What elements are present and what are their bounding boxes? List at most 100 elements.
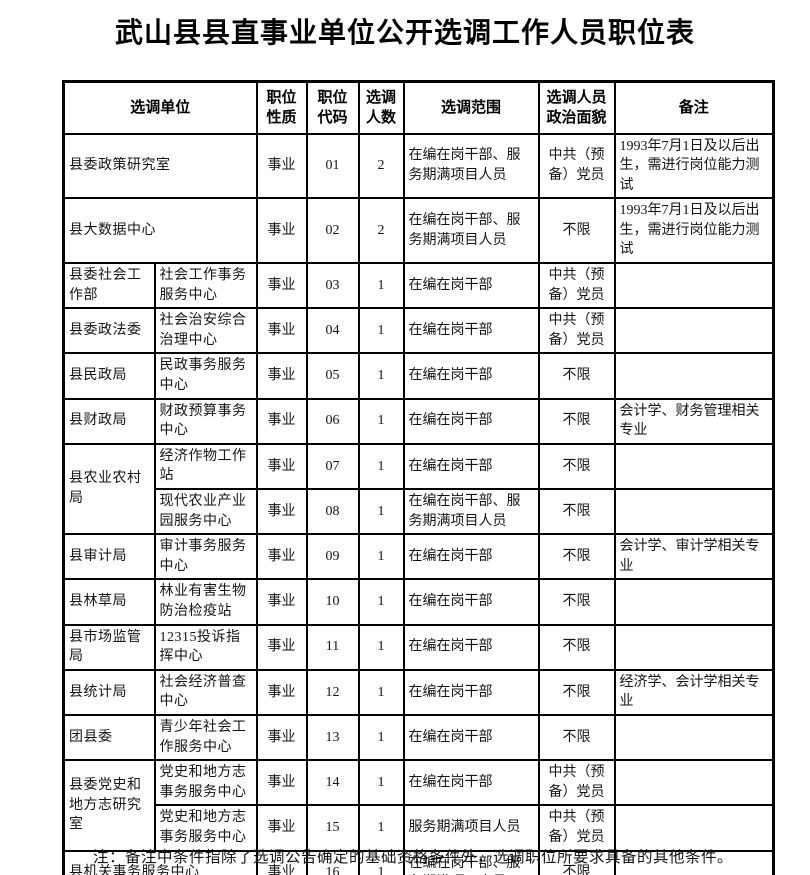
remark-cell	[613, 262, 775, 310]
political-cell: 不限	[537, 623, 616, 671]
nature-cell: 事业	[255, 578, 308, 626]
code-cell: 05	[305, 352, 360, 400]
header-remark: 备注	[613, 80, 775, 135]
unit-cell: 县机关事务服务中心	[62, 849, 258, 875]
subunit-cell: 党史和地方志事务服务中心	[153, 759, 258, 807]
nature-cell: 事业	[255, 352, 308, 400]
count-cell: 1	[357, 713, 405, 762]
unit-cell: 县市场监管局	[62, 623, 156, 671]
remark-cell	[613, 442, 775, 491]
political-cell: 中共（预备）党员	[537, 759, 616, 807]
subunit-cell: 社会经济普查中心	[153, 668, 258, 716]
table-row: 县农业农村局 经济作物工作站 事业 07 1 在编在岗干部 不限	[62, 442, 775, 536]
code-cell: 12	[305, 668, 360, 716]
count-cell: 1	[357, 623, 405, 671]
scope-cell: 在编在岗干部	[402, 533, 540, 581]
code-cell: 01	[305, 132, 360, 200]
table-row: 县委政策研究室 事业 01 2 在编在岗干部、服务期满项目人员 中共（预备）党员…	[62, 132, 775, 200]
nature-cell: 事业	[255, 668, 308, 716]
political-cell: 不限	[537, 713, 616, 762]
count-cell: 1	[357, 487, 405, 536]
scope-cell: 在编在岗干部	[402, 759, 540, 807]
code-cell: 16	[305, 849, 360, 875]
scope-cell: 在编在岗干部	[402, 262, 540, 310]
table-row: 县审计局 审计事务服务中心 事业 09 1 在编在岗干部 不限 会计学、审计学相…	[62, 533, 775, 581]
scope-cell: 在编在岗干部	[402, 442, 540, 491]
count-cell: 1	[357, 578, 405, 626]
unit-cell: 县统计局	[62, 668, 156, 716]
scope-cell: 在编在岗干部、服务期满项目人员	[402, 487, 540, 536]
table-row: 团县委 青少年社会工作服务中心 事业 13 1 在编在岗干部 不限	[62, 713, 775, 762]
code-cell: 07	[305, 442, 360, 491]
nature-cell: 事业	[255, 759, 308, 807]
remark-cell	[613, 623, 775, 671]
nature-cell: 事业	[255, 623, 308, 671]
nature-cell: 事业	[255, 487, 308, 536]
nature-cell: 事业	[255, 442, 308, 491]
political-cell: 不限	[537, 442, 616, 491]
nature-cell: 事业	[255, 197, 308, 265]
remark-cell	[613, 849, 775, 875]
table-row: 县市场监管局 12315投诉指挥中心 事业 11 1 在编在岗干部 不限	[62, 623, 775, 671]
political-cell: 不限	[537, 397, 616, 445]
scope-cell: 在编在岗干部、服务期满项目人员	[402, 132, 540, 200]
count-cell: 1	[357, 352, 405, 400]
political-cell: 不限	[537, 578, 616, 626]
code-cell: 15	[305, 804, 360, 852]
scope-cell: 在编在岗干部、服务期满项目人员	[402, 197, 540, 265]
political-cell: 不限	[537, 197, 616, 265]
scope-cell: 在编在岗干部	[402, 578, 540, 626]
table-header-row: 选调单位 职位性质 职位代码 选调人数 选调范围 选调人员政治面貌 备注	[62, 80, 775, 135]
count-cell: 2	[357, 197, 405, 265]
political-cell: 中共（预备）党员	[537, 262, 616, 310]
table-row: 县委党史和地方志研究室 党史和地方志事务服务中心 事业 14 1 在编在岗干部 …	[62, 759, 775, 852]
code-cell: 14	[305, 759, 360, 807]
nature-cell: 事业	[255, 713, 308, 762]
header-nature: 职位性质	[255, 80, 308, 135]
subunit-cell: 社会工作事务服务中心	[153, 262, 258, 310]
unit-cell: 县委政法委	[62, 307, 156, 355]
count-cell: 1	[357, 668, 405, 716]
code-cell: 11	[305, 623, 360, 671]
political-cell: 中共（预备）党员	[537, 307, 616, 355]
table-row: 县民政局 民政事务服务中心 事业 05 1 在编在岗干部 不限	[62, 352, 775, 400]
subunit-cell: 民政事务服务中心	[153, 352, 258, 400]
table-row: 县委政法委 社会治安综合治理中心 事业 04 1 在编在岗干部 中共（预备）党员	[62, 307, 775, 355]
subunit-cell: 青少年社会工作服务中心	[153, 713, 258, 762]
remark-cell: 1993年7月1日及以后出生，需进行岗位能力测试	[613, 132, 775, 200]
code-cell: 06	[305, 397, 360, 445]
political-cell: 不限	[537, 668, 616, 716]
nature-cell: 事业	[255, 849, 308, 875]
table-row: 县统计局 社会经济普查中心 事业 12 1 在编在岗干部 不限 经济学、会计学相…	[62, 668, 775, 716]
remark-cell	[613, 487, 775, 536]
code-cell: 09	[305, 533, 360, 581]
political-cell: 不限	[537, 533, 616, 581]
unit-cell: 县林草局	[62, 578, 156, 626]
subunit-cell: 12315投诉指挥中心	[153, 623, 258, 671]
remark-cell: 会计学、审计学相关专业	[613, 533, 775, 581]
code-cell: 10	[305, 578, 360, 626]
subunit-cell: 党史和地方志事务服务中心	[153, 804, 258, 852]
nature-cell: 事业	[255, 804, 308, 852]
remark-cell	[613, 578, 775, 626]
unit-cell: 县农业农村局	[62, 442, 156, 536]
unit-cell: 县审计局	[62, 533, 156, 581]
scope-cell: 在编在岗干部	[402, 307, 540, 355]
header-code: 职位代码	[305, 80, 360, 135]
table-row: 县机关事务服务中心 事业 16 1 在编在岗干部、服务期满项目人员 不限	[62, 849, 775, 875]
political-cell: 不限	[537, 487, 616, 536]
header-political: 选调人员政治面貌	[537, 80, 616, 135]
count-cell: 1	[357, 533, 405, 581]
table-row: 县林草局 林业有害生物防治检疫站 事业 10 1 在编在岗干部 不限	[62, 578, 775, 626]
political-cell: 不限	[537, 849, 616, 875]
code-cell: 08	[305, 487, 360, 536]
scope-cell: 服务期满项目人员	[402, 804, 540, 852]
table-row: 党史和地方志事务服务中心 事业 15 1 服务期满项目人员 中共（预备）党员	[64, 804, 775, 852]
unit-cell: 县委党史和地方志研究室	[62, 759, 156, 852]
scope-cell: 在编在岗干部	[402, 397, 540, 445]
remark-cell: 1993年7月1日及以后出生，需进行岗位能力测试	[613, 197, 775, 265]
remark-cell	[613, 352, 775, 400]
subunit-cell: 审计事务服务中心	[153, 533, 258, 581]
nature-cell: 事业	[255, 397, 308, 445]
